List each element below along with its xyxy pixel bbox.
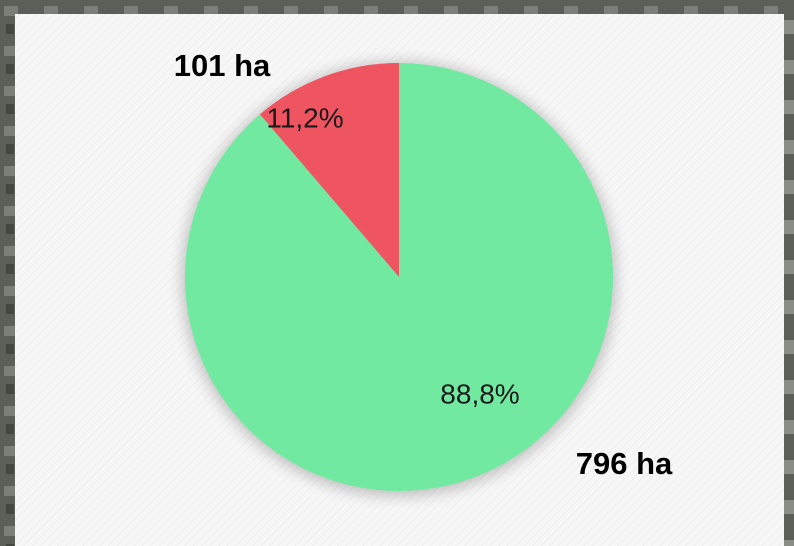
value-label: 101 ha <box>174 48 271 83</box>
percent-label: 11,2% <box>266 102 343 133</box>
value-label: 796 ha <box>576 446 673 481</box>
chart: 101 ha 11,2% 88,8% 796 ha <box>0 0 794 546</box>
percent-label: 88,8% <box>440 378 519 409</box>
pie-slice <box>185 63 613 491</box>
page: 101 ha 11,2% 88,8% 796 ha (() => { const… <box>0 0 794 546</box>
